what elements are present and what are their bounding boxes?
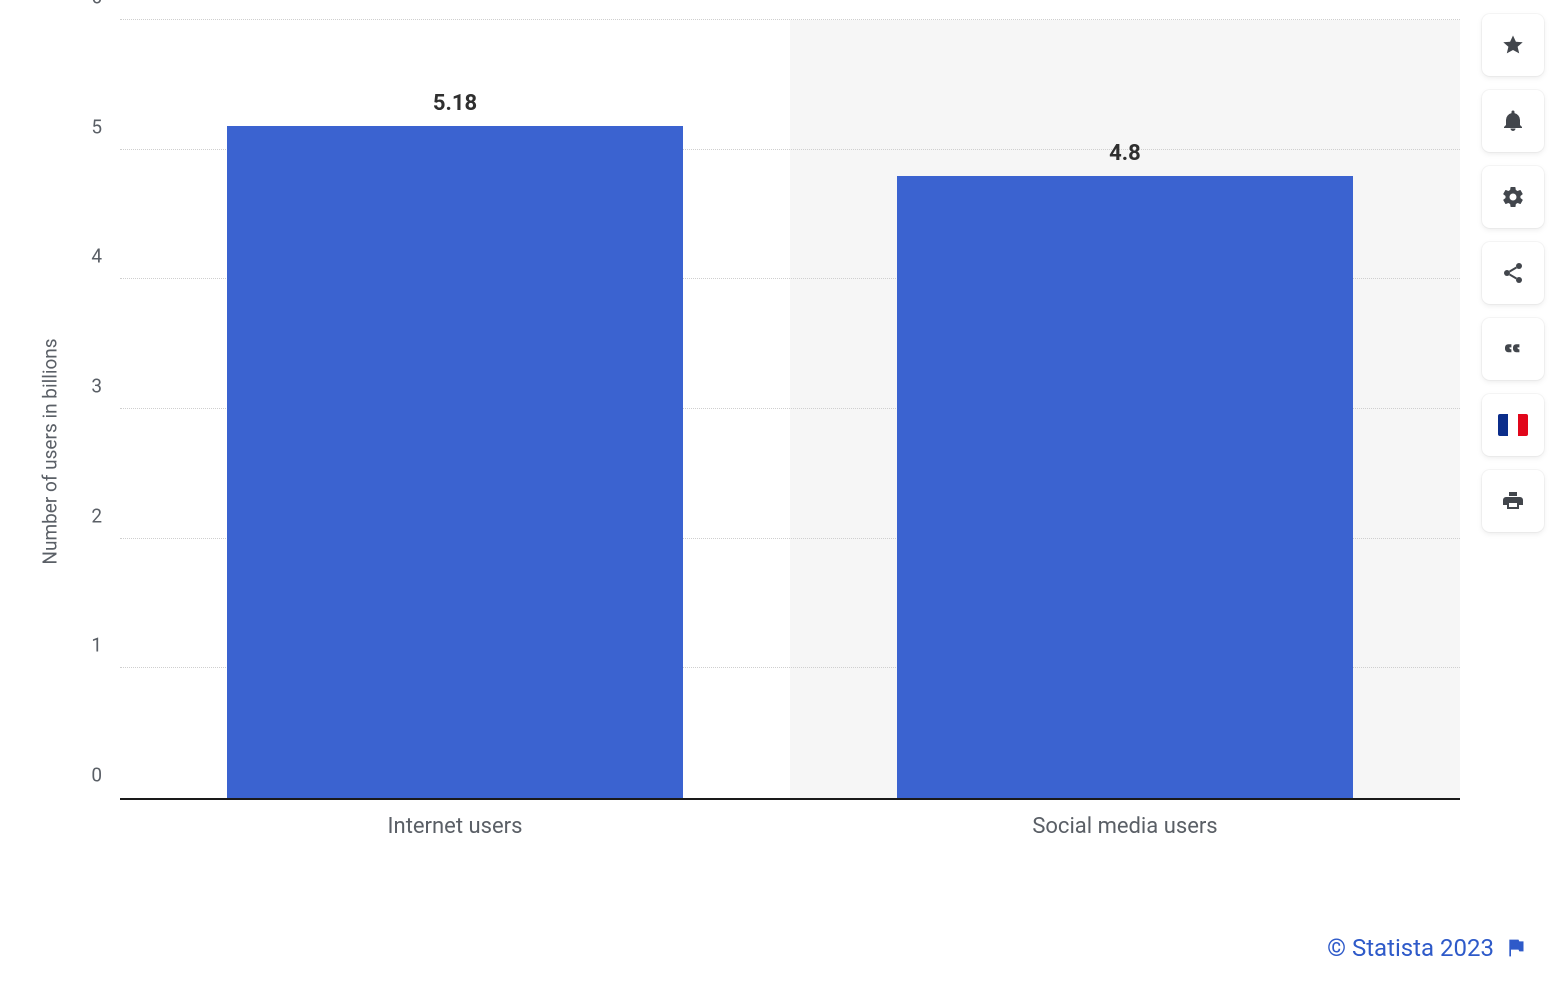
flag-france-icon [1498, 414, 1528, 436]
y-tick-label: 3 [91, 375, 120, 398]
report-flag-icon [1506, 937, 1526, 959]
print-button[interactable] [1482, 470, 1544, 532]
x-tick-label: Social media users [1032, 798, 1217, 839]
favorite-button[interactable] [1482, 14, 1544, 76]
y-tick-label: 1 [91, 634, 120, 657]
y-tick-label: 2 [91, 504, 120, 527]
star-icon [1501, 33, 1525, 57]
attribution-text: © Statista 2023 [1327, 934, 1494, 962]
citation-button[interactable] [1482, 318, 1544, 380]
share-icon [1501, 261, 1525, 285]
chart-container: Number of users in billions 01234565.18I… [60, 20, 1460, 860]
y-tick-label: 4 [91, 245, 120, 268]
gear-icon [1501, 185, 1525, 209]
bar-value-label: 5.18 [433, 91, 477, 126]
bar: 5.18 [227, 126, 683, 798]
y-tick-label: 0 [91, 764, 120, 787]
attribution[interactable]: © Statista 2023 [1327, 934, 1526, 962]
y-tick-label: 6 [91, 0, 120, 9]
gridline [120, 19, 1460, 20]
right-toolbar [1482, 14, 1544, 532]
language-button[interactable] [1482, 394, 1544, 456]
notifications-button[interactable] [1482, 90, 1544, 152]
plot-area: 01234565.18Internet users4.8Social media… [120, 20, 1460, 800]
settings-button[interactable] [1482, 166, 1544, 228]
x-tick-label: Internet users [388, 798, 523, 839]
share-button[interactable] [1482, 242, 1544, 304]
y-axis-label: Number of users in billions [39, 338, 62, 564]
bar-value-label: 4.8 [1109, 141, 1141, 176]
bell-icon [1501, 109, 1525, 133]
y-tick-label: 5 [91, 115, 120, 138]
quote-icon [1501, 337, 1525, 361]
print-icon [1501, 489, 1525, 513]
bar: 4.8 [897, 176, 1353, 798]
